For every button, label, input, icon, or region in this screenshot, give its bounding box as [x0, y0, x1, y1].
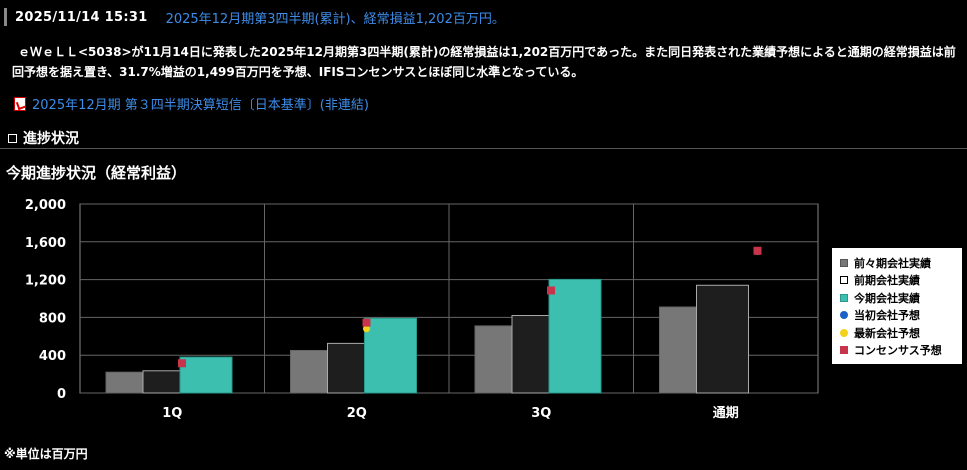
- section-divider: [0, 148, 967, 149]
- section-title: 進捗状況: [23, 131, 79, 147]
- bar-prev2: [290, 349, 328, 394]
- x-category-label: 1Q: [162, 406, 182, 421]
- bar-prev2: [659, 306, 697, 394]
- marker-consensus: [178, 359, 186, 368]
- legend-item-consensus: コンセンサス予想: [840, 342, 962, 360]
- bar-prev1: [327, 342, 365, 394]
- legend-item-current: 今期会社実績: [840, 289, 962, 307]
- unit-note: ※単位は百万円: [4, 447, 88, 461]
- news-headline-link[interactable]: 2025年12月期第3四半期(累計)、経常損益1,202百万円。: [165, 11, 505, 27]
- pdf-link[interactable]: 2025年12月期 第３四半期決算短信〔日本基準〕(非連結): [14, 94, 369, 113]
- marker-consensus: [547, 286, 555, 295]
- section-heading: 進捗状況: [8, 128, 79, 148]
- legend-swatch-prev2: [840, 258, 848, 267]
- bar-prev2: [474, 325, 513, 394]
- header-marker: [4, 8, 7, 26]
- legend-item-prev1: 前期会社実績: [840, 272, 962, 290]
- legend-label-prev2: 前々期会社実績: [854, 256, 931, 270]
- marker-consensus: [362, 318, 371, 327]
- legend-swatch-initial-forecast: [840, 311, 848, 320]
- legend-item-latest-forecast: 最新会社予想: [840, 324, 962, 342]
- marker-consensus: [753, 246, 762, 255]
- legend-item-initial-forecast: 当初会社予想: [840, 307, 962, 325]
- y-tick-label: 1,200: [25, 274, 66, 289]
- chart-legend: 前々期会社実績 前期会社実績 今期会社実績 当初会社予想 最新会社予想 コンセン…: [832, 248, 962, 364]
- bar-current: [364, 317, 417, 394]
- legend-swatch-consensus: [840, 346, 848, 355]
- pdf-icon: [14, 96, 26, 111]
- bar-prev1: [142, 370, 181, 394]
- y-tick-label: 800: [39, 311, 66, 326]
- bar-current: [548, 278, 602, 394]
- legend-item-prev2: 前々期会社実績: [840, 254, 962, 272]
- y-tick-label: 400: [39, 349, 66, 364]
- legend-label-current: 今期会社実績: [854, 291, 920, 305]
- x-category-label: 3Q: [531, 406, 551, 421]
- bar-prev1: [696, 284, 749, 394]
- bar-prev1: [511, 315, 550, 394]
- chart-title: 今期進捗状況（経常利益）: [6, 164, 187, 182]
- article-body: ｅＷｅＬＬ<5038>が11月14日に発表した2025年12月期第3四半期(累計…: [12, 45, 956, 79]
- legend-label-prev1: 前期会社実績: [854, 274, 920, 288]
- legend-swatch-current: [840, 293, 848, 302]
- pdf-link-label[interactable]: 2025年12月期 第３四半期決算短信〔日本基準〕(非連結): [32, 98, 369, 113]
- y-tick-label: 0: [57, 387, 66, 402]
- news-datetime: 2025/11/14 15:31: [15, 9, 148, 25]
- legend-label-latest-forecast: 最新会社予想: [854, 326, 920, 340]
- y-tick-label: 1,600: [25, 236, 66, 251]
- square-bullet-icon: [8, 133, 17, 143]
- x-category-label: 2Q: [347, 406, 367, 421]
- bar-current: [179, 356, 233, 394]
- header-bar: 2025/11/14 15:31 2025年12月期第3四半期(累計)、経常損益…: [4, 8, 505, 27]
- legend-swatch-prev1: [840, 276, 848, 285]
- y-tick-label: 2,000: [25, 198, 66, 213]
- x-category-label: 通期: [713, 405, 739, 421]
- marker-latest-forecast: [363, 325, 370, 333]
- legend-label-consensus: コンセンサス予想: [854, 344, 942, 358]
- legend-swatch-latest-forecast: [840, 328, 848, 337]
- bar-prev2: [105, 371, 144, 394]
- legend-label-initial-forecast: 当初会社予想: [854, 309, 920, 323]
